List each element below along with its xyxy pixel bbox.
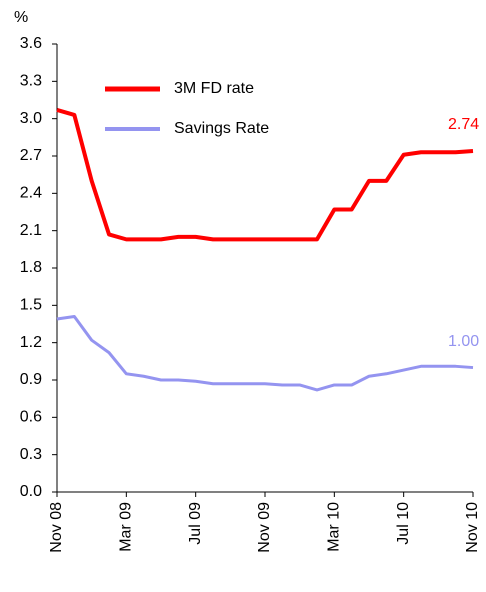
data-label: 2.74: [448, 116, 479, 133]
x-tick-label: Nov 10: [464, 502, 481, 553]
y-tick-label: 2.4: [20, 185, 42, 202]
x-tick-label: Nov 08: [48, 502, 65, 553]
y-tick-label: 3.3: [20, 73, 42, 90]
y-tick-label: 3.0: [20, 110, 42, 127]
x-tick-label: Jul 09: [187, 502, 204, 545]
y-tick-label: 0.6: [20, 409, 42, 426]
y-tick-label: 3.6: [20, 35, 42, 52]
series-line: [56, 315, 474, 392]
legend-label: Savings Rate: [174, 120, 269, 137]
y-tick-label: 2.7: [20, 147, 42, 164]
x-tick-label: Nov 09: [256, 502, 273, 553]
y-tick-label: 0.0: [20, 483, 42, 500]
data-label: 1.00: [448, 333, 479, 350]
x-tick-label: Mar 09: [118, 502, 135, 552]
y-tick-label: 0.9: [20, 371, 42, 388]
series-line: [56, 108, 474, 242]
x-tick-label: Jul 10: [395, 502, 412, 545]
y-tick-label: 2.1: [20, 222, 42, 239]
y-tick-label: 1.5: [20, 297, 42, 314]
legend-label: 3M FD rate: [174, 80, 254, 97]
y-tick-label: 1.2: [20, 334, 42, 351]
y-tick-label: 0.3: [20, 446, 42, 463]
y-tick-label: 1.8: [20, 259, 42, 276]
y-axis-label: %: [14, 9, 28, 26]
x-tick-label: Mar 10: [326, 502, 343, 552]
